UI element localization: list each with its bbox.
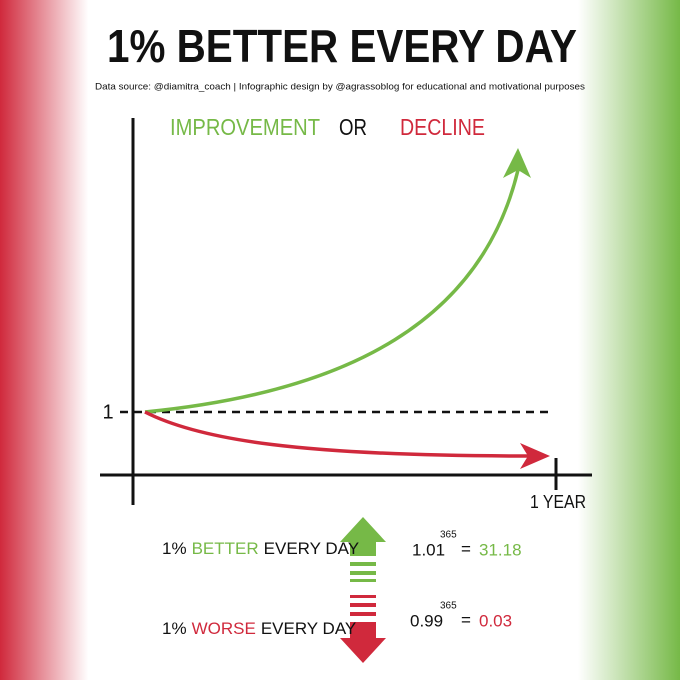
row-worse: 1% WORSE EVERY DAY 0.99 365 = 0.03: [162, 601, 512, 639]
decline-curve: [144, 410, 531, 458]
up-stripe: [350, 562, 376, 566]
base: 0.99: [410, 611, 443, 630]
y-label: 1: [102, 401, 113, 423]
equals: =: [461, 610, 471, 629]
x-label: 1 YEAR: [530, 492, 586, 512]
suffix: EVERY DAY: [261, 619, 356, 638]
row-text: 1% WORSE EVERY DAY: [162, 619, 356, 638]
prefix: 1%: [162, 619, 187, 638]
exponent: 365: [440, 601, 457, 612]
decline-arrowhead: [520, 443, 550, 469]
result: 31.18: [479, 540, 522, 559]
graph: 1 1 YEAR IMPROVEMENT OR DECLINE: [100, 114, 592, 512]
legend-decline: DECLINE: [400, 114, 485, 140]
improvement-arrowhead: [503, 148, 531, 178]
base: 1.01: [412, 540, 445, 559]
subtitle: Data source: @diamitra_coach | Infograph…: [95, 82, 585, 93]
highlight: WORSE: [192, 619, 256, 638]
row-text: 1% BETTER EVERY DAY: [162, 539, 359, 558]
exponent: 365: [440, 530, 457, 541]
highlight: BETTER: [192, 539, 259, 558]
legend-or: OR: [339, 114, 367, 140]
down-arrow: [340, 622, 386, 663]
up-arrow: [340, 517, 386, 556]
down-stripe: [350, 603, 376, 607]
legend-improvement: IMPROVEMENT: [170, 114, 320, 140]
down-stripe: [350, 595, 376, 598]
up-stripe: [350, 579, 376, 582]
up-stripe: [350, 571, 376, 575]
row-better: 1% BETTER EVERY DAY 1.01 365 = 31.18: [162, 530, 522, 560]
equals: =: [461, 539, 471, 558]
improvement-curve: [144, 169, 520, 414]
title: 1% BETTER EVERY DAY: [107, 20, 577, 72]
prefix: 1%: [162, 539, 187, 558]
result: 0.03: [479, 611, 512, 630]
suffix: EVERY DAY: [264, 539, 359, 558]
arrows: [340, 517, 386, 663]
down-stripe: [350, 612, 376, 616]
